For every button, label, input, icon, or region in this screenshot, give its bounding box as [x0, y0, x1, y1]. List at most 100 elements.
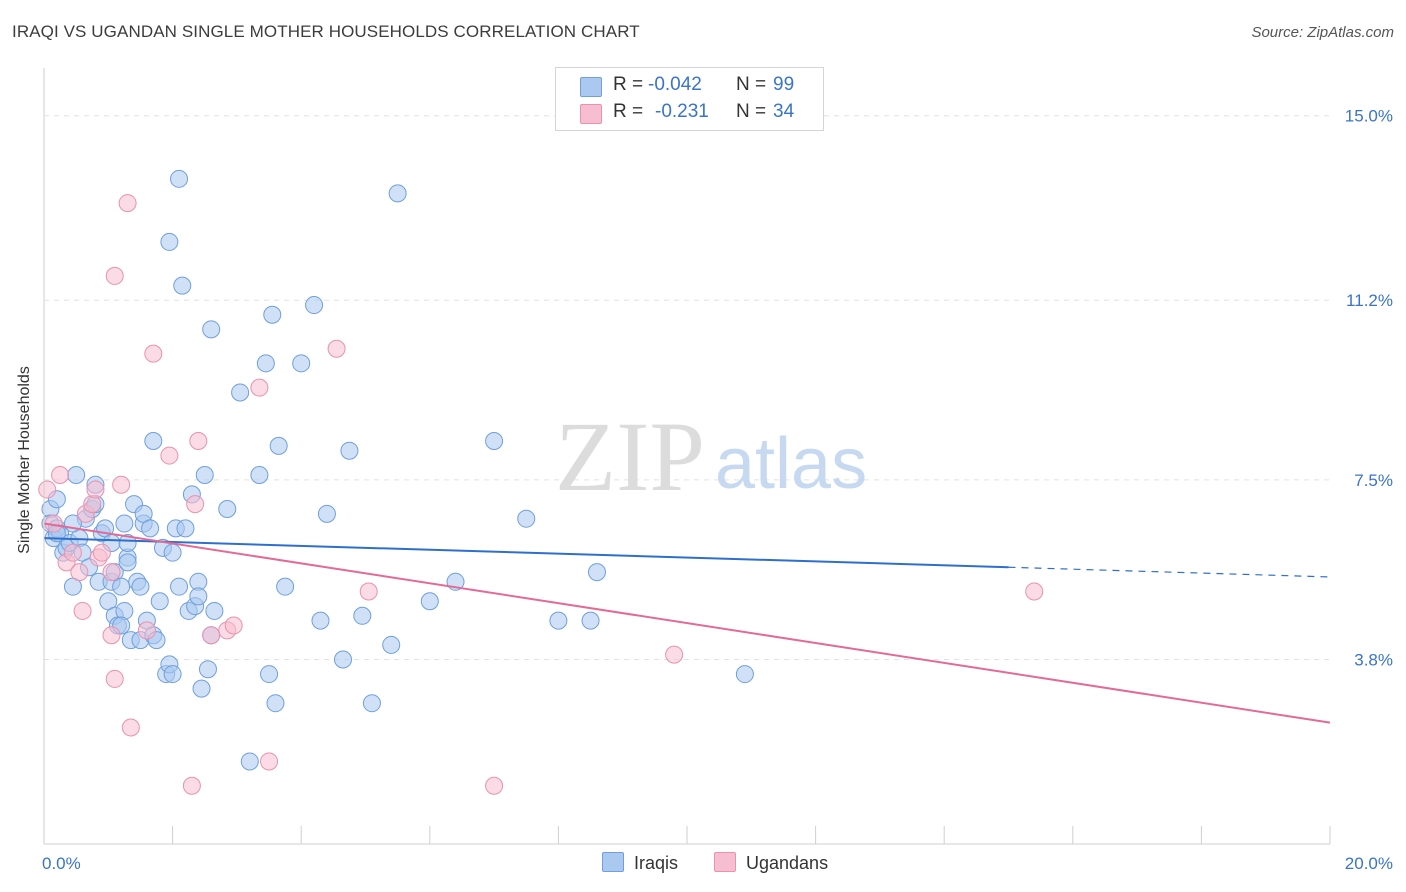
source-label: Source: ZipAtlas.com [1251, 24, 1394, 41]
iraqi-point [263, 305, 282, 324]
watermark-zip: ZIP [555, 401, 705, 512]
ugandan-point [86, 480, 105, 499]
points-layer [38, 169, 1044, 795]
iraqi-point [231, 383, 250, 402]
iraqi-point [144, 432, 163, 451]
ugandan-point [112, 475, 131, 494]
ugandan-point [359, 582, 378, 601]
ugandan-point [182, 776, 201, 795]
ugandan-point [160, 446, 179, 465]
iraqis-n-value: 99 [773, 74, 795, 95]
iraqi-point [317, 504, 336, 523]
iraqi-point [170, 169, 189, 188]
x-tick-label-min: 0.0% [42, 854, 81, 873]
iraqi-point [118, 553, 137, 572]
ugandan-point [1025, 582, 1044, 601]
ugandan-point [102, 626, 121, 645]
iraqi-point [581, 611, 600, 630]
ugandan-point [102, 563, 121, 582]
iraqi-point [115, 601, 134, 620]
ugandan-point [105, 266, 124, 285]
iraqi-point [163, 665, 182, 684]
iraqi-point [150, 592, 169, 611]
iraqi-point [269, 436, 288, 455]
ugandan-point [38, 480, 57, 499]
ugandan-point [665, 645, 684, 664]
ugandans-n-value: 34 [773, 101, 795, 122]
iraqi-point [333, 650, 352, 669]
axis-layer: 3.8% 7.5% 11.2% 15.0% 0.0% 20.0% [42, 68, 1393, 873]
iraqi-point [218, 499, 237, 518]
ugandan-point [189, 432, 208, 451]
iraqi-point [115, 514, 134, 533]
ugandans-swatch [580, 104, 602, 124]
iraqi-point [170, 577, 189, 596]
iraqi-point [118, 533, 137, 552]
iraqis-r-value: -0.042 [648, 74, 702, 95]
iraqi-point [260, 665, 279, 684]
iraqi-point [163, 543, 182, 562]
y-tick-label: 3.8% [1354, 650, 1393, 669]
ugandans-n-label: N = [736, 101, 767, 122]
ugandan-point [118, 194, 137, 213]
ugandan-point [144, 344, 163, 363]
y-axis-label: Single Mother Households [16, 366, 33, 554]
ugandan-point [250, 378, 269, 397]
iraqi-point [173, 276, 192, 295]
iraqi-point [353, 606, 372, 625]
iraqi-point [340, 441, 359, 460]
iraqi-point [202, 320, 221, 339]
iraqi-point [131, 577, 150, 596]
iraqi-point [192, 679, 211, 698]
ugandan-point [70, 563, 89, 582]
ugandan-point [137, 621, 156, 640]
iraqi-point [195, 465, 214, 484]
bottom-legend-iraqis-label: Iraqis [634, 853, 679, 873]
iraqi-point [485, 432, 504, 451]
iraqi-point [198, 660, 217, 679]
bottom-legend-ugandans-label: Ugandans [746, 853, 829, 873]
iraqi-point [266, 694, 285, 713]
ugandan-point [186, 495, 205, 514]
ugandan-trend-line [43, 522, 1331, 724]
iraqi-point [250, 465, 269, 484]
iraqis-n-label: N = [736, 74, 767, 95]
ugandan-point [83, 495, 102, 514]
stats-legend: R = -0.042 N = 99 R = -0.231 N = 34 [555, 67, 824, 131]
ugandan-point [105, 669, 124, 688]
x-tick-label-max: 20.0% [1345, 854, 1393, 873]
ugandans-r-label: R = [613, 101, 644, 122]
ugandan-point [51, 465, 70, 484]
chart-title: IRAQI VS UGANDAN SINGLE MOTHER HOUSEHOLD… [12, 22, 640, 41]
iraqi-point [305, 296, 324, 315]
iraqi-point [517, 509, 536, 528]
iraqi-point [311, 611, 330, 630]
ugandans-r-value: -0.231 [655, 101, 709, 122]
iraqis-r-label: R = [613, 74, 644, 95]
iraqi-point [382, 635, 401, 654]
ugandan-point [121, 718, 140, 737]
iraqi-point [205, 601, 224, 620]
ugandan-point [485, 776, 504, 795]
iraqi-trend-line [43, 537, 1009, 569]
iraqi-point [549, 611, 568, 630]
y-tick-label: 7.5% [1354, 471, 1393, 490]
ugandan-point [202, 626, 221, 645]
iraqi-point [67, 465, 86, 484]
iraqi-point [112, 577, 131, 596]
iraqi-point [240, 752, 259, 771]
trend-layer [43, 522, 1331, 724]
iraqi-point [176, 519, 195, 538]
bottom-legend-iraqis[interactable]: Iraqis [602, 852, 678, 874]
iraqi-point [362, 694, 381, 713]
bottom-legend-iraqis-swatch [602, 852, 624, 872]
iraqis-swatch [580, 77, 602, 97]
iraqi-point [388, 184, 407, 203]
iraqi-point [587, 563, 606, 582]
ugandan-point [63, 543, 82, 562]
bottom-legend-ugandans[interactable]: Ugandans [714, 852, 828, 874]
y-tick-label: 11.2% [1346, 291, 1393, 310]
ugandan-point [260, 752, 279, 771]
watermark: ZIP atlas [555, 401, 867, 512]
ugandan-point [92, 543, 111, 562]
